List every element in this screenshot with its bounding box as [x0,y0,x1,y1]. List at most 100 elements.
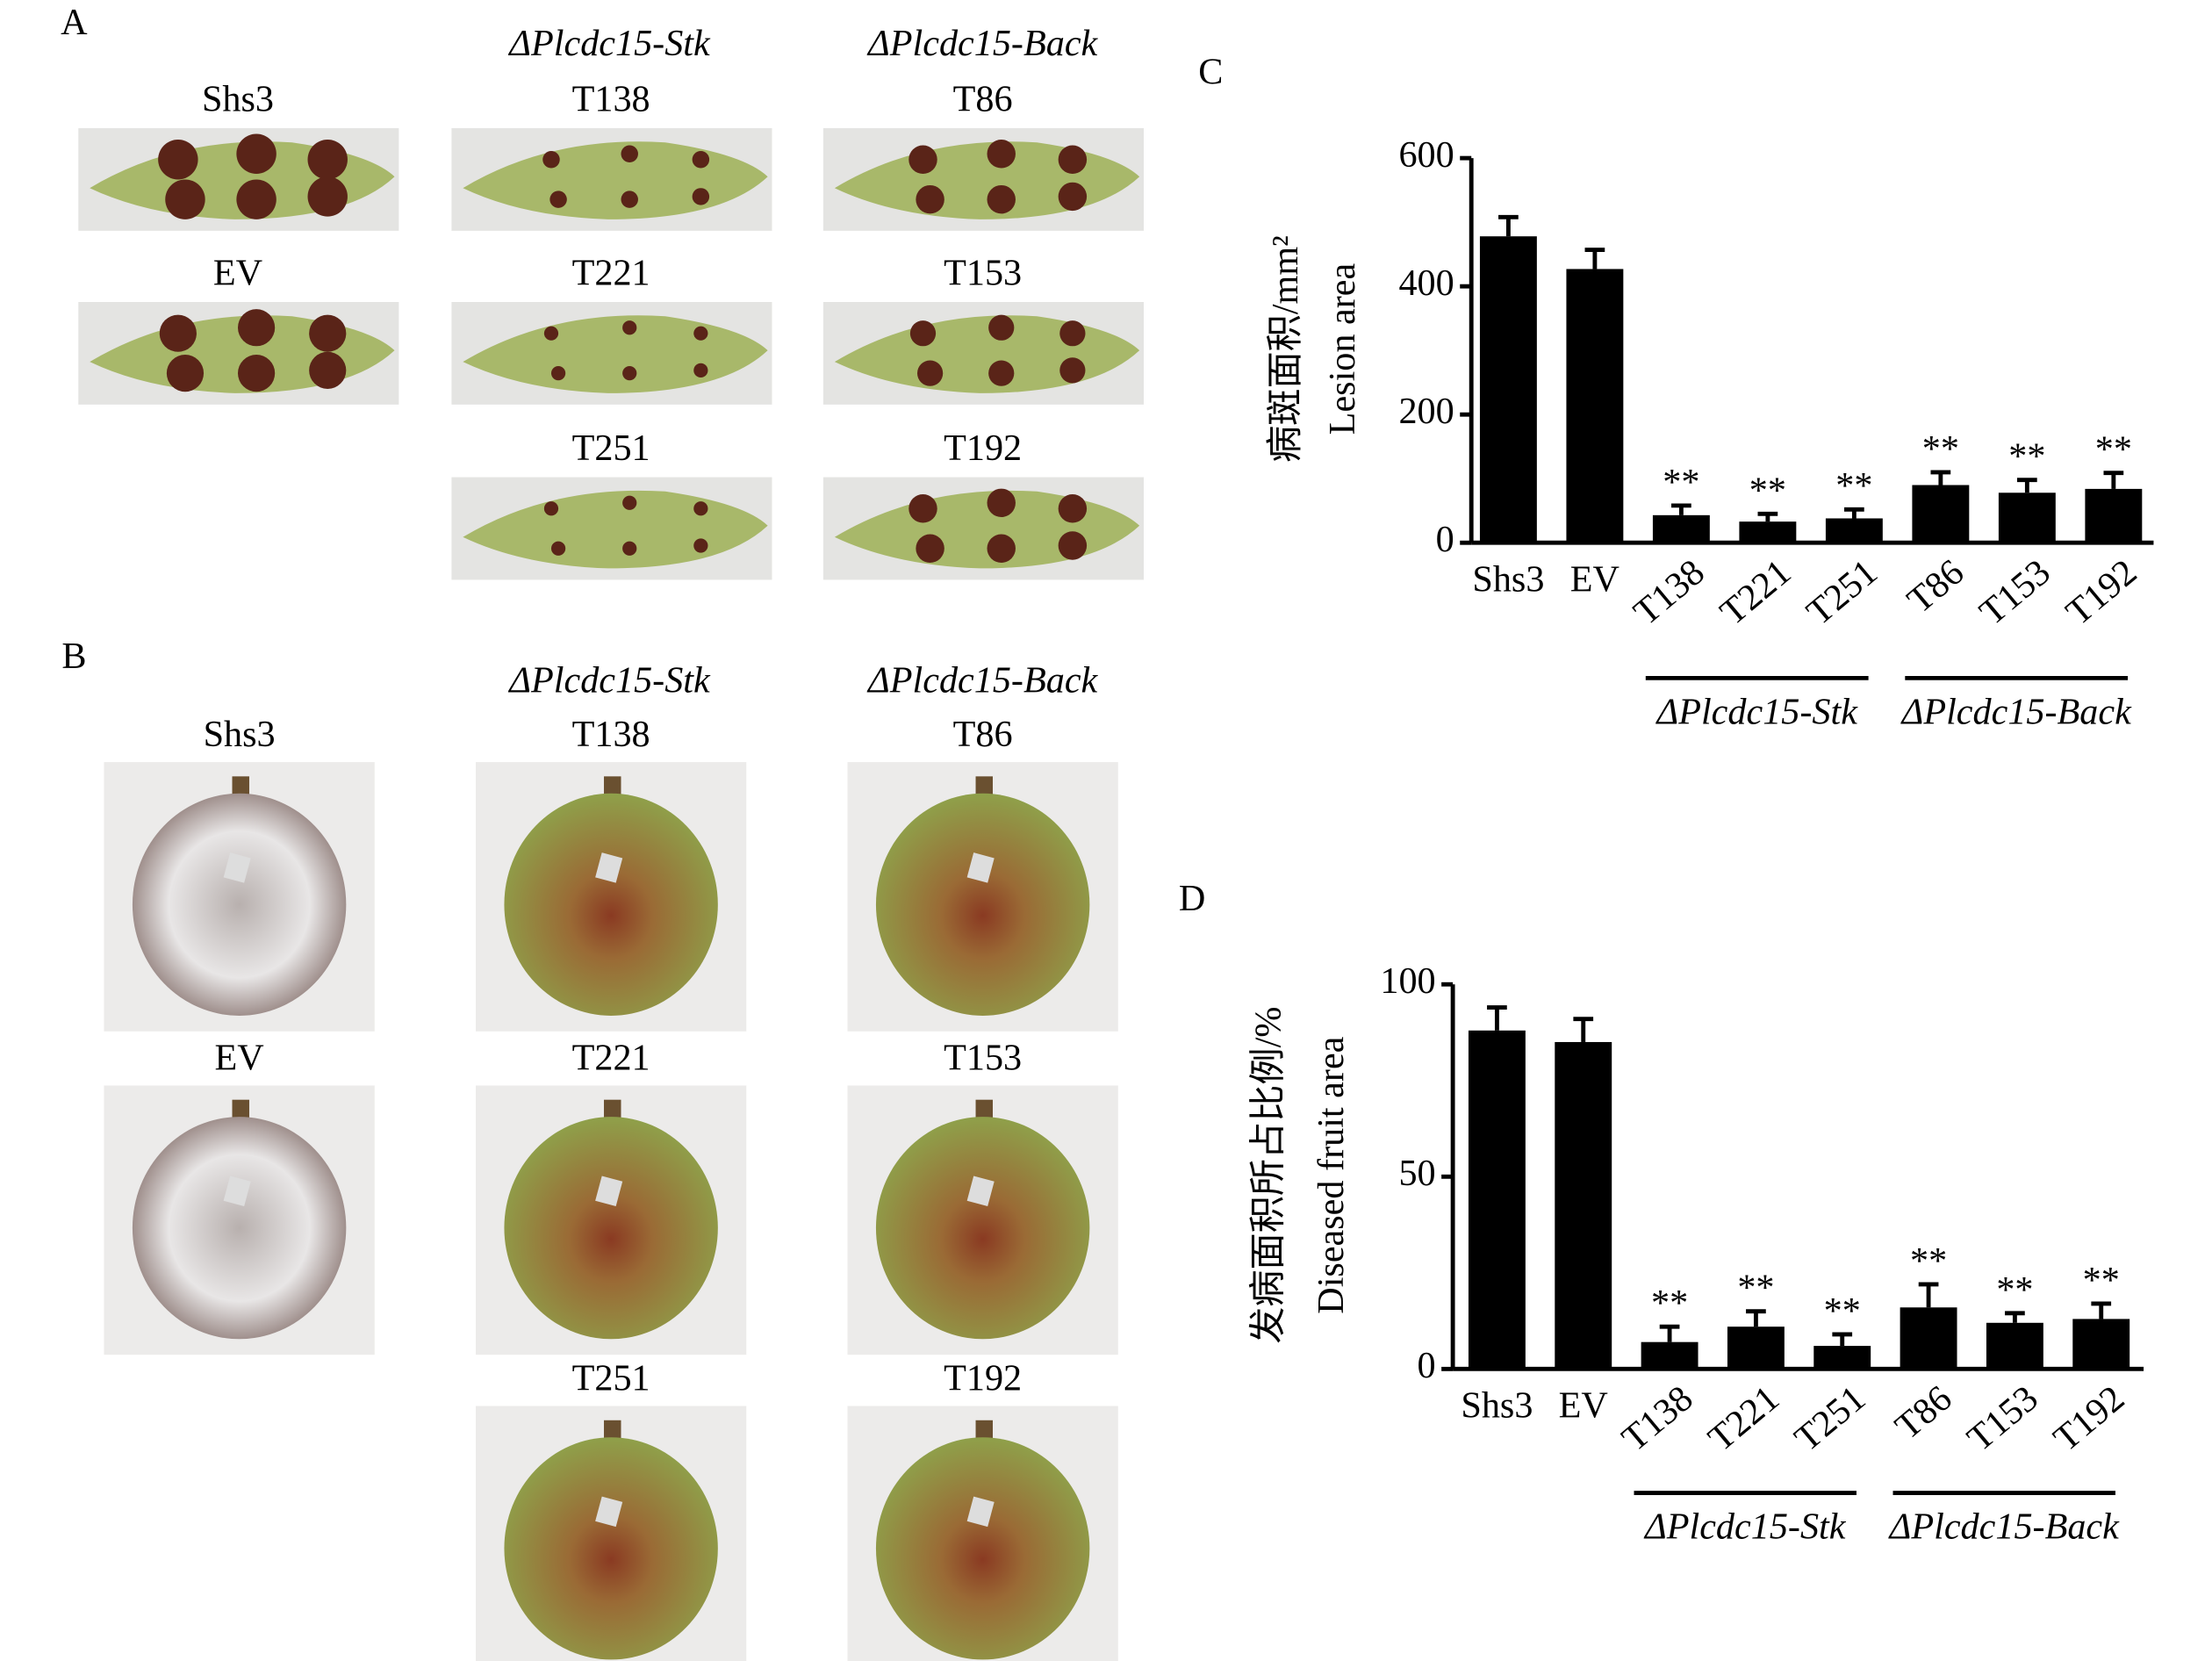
bar [1468,1030,1526,1370]
lesion [1058,531,1088,560]
y-tick-label: 400 [1398,262,1454,304]
x-tick-label: T86 [1887,1377,1959,1448]
y-tick-label: 50 [1398,1153,1435,1194]
x-tick-label: T251 [1787,1377,1873,1459]
bar [1652,514,1710,543]
photo-label: Shs3 [204,714,276,755]
inoculum [595,1176,623,1206]
lesion [621,145,638,162]
bar [1912,485,1970,543]
lesion [1058,494,1088,523]
fruit [504,1437,718,1660]
lesion [987,184,1016,214]
lesion [543,326,559,341]
photo-label: T138 [572,79,650,120]
lesion [309,314,347,352]
lesion [987,534,1016,563]
fruit [875,1117,1090,1340]
lesion [909,320,937,347]
leaf [463,315,768,393]
inoculum [966,1176,995,1206]
significance: ** [1996,1269,2033,1311]
lesion [692,151,710,169]
leaf [463,490,768,569]
photo-label: T192 [944,428,1022,469]
lesion [622,320,637,335]
lesion [543,501,559,516]
group-label: ΔPlcdc15-Stk [507,660,711,701]
lesion [309,351,347,389]
x-tick-label: T138 [1614,1377,1700,1459]
lesion [236,179,276,219]
photo-label: EV [213,252,262,293]
significance: ** [1910,1240,1947,1282]
lesion [1059,320,1086,347]
panel-label: C [1198,52,1223,93]
lesion [549,191,567,208]
x-tick-label: T192 [2046,1377,2132,1459]
lesion [692,188,710,205]
photo-label: T86 [953,79,1013,120]
significance: ** [2095,429,2132,471]
y-axis-label: 发病面积所占比例/% [1248,1007,1289,1344]
lesion [917,360,944,386]
lesion [166,355,205,392]
photo-label: T192 [944,1358,1022,1399]
lesion [693,538,708,553]
fruit [504,793,718,1016]
inoculum [595,852,623,883]
group-label: ΔPlcdc15-Back [1900,691,2133,732]
lesion [622,366,637,381]
lesion [622,495,637,510]
lesion [307,140,348,180]
leaf [463,141,768,219]
lesion [236,133,276,174]
fruit [504,1117,718,1340]
lesion [988,360,1015,386]
x-tick-label: T138 [1626,551,1712,633]
lesion [550,366,566,381]
lesion [916,534,944,563]
y-tick-label: 600 [1398,134,1454,176]
x-tick-label: EV [1570,558,1620,600]
inoculum [223,1176,251,1206]
lesion [622,541,637,556]
x-tick-label: T251 [1799,551,1885,633]
lesion [693,363,708,378]
x-tick-label: T153 [1959,1377,2045,1459]
bar [1986,1322,2043,1370]
fruit [875,1437,1090,1660]
x-tick-label: EV [1559,1384,1608,1426]
y-axis-label: Diseased fruit area [1311,1036,1352,1313]
bar [1813,1346,1871,1370]
significance: ** [1663,462,1699,503]
inoculum [966,1496,995,1528]
bar [1479,236,1537,543]
group-label: ΔPlcdc15-Back [1888,1506,2121,1547]
lesion [1058,182,1088,212]
panel-label: D [1179,878,1205,919]
lesion [158,140,198,180]
x-tick-label: T86 [1900,551,1971,622]
photo-label: T153 [944,252,1022,293]
bar [2085,488,2143,543]
lesion [621,191,638,208]
photo-label: T221 [572,252,650,293]
fruit [875,793,1090,1016]
significance: ** [1749,470,1786,511]
x-tick-label: Shs3 [1461,1384,1533,1426]
lesion [693,326,708,341]
photo-label: T251 [572,1358,650,1399]
y-tick-label: 0 [1418,1345,1436,1386]
group-label: ΔPlcdc15-Back [866,23,1099,64]
photo-label: Shs3 [202,79,274,120]
y-axis-label: Lesion area [1322,263,1363,435]
x-tick-label: Shs3 [1472,558,1544,600]
significance: ** [1922,428,1959,470]
significance: ** [1737,1268,1774,1309]
bar [1739,521,1797,543]
lesion [238,309,276,347]
significance: ** [1824,1291,1861,1332]
bar [1998,493,2056,543]
lesion [165,179,205,219]
